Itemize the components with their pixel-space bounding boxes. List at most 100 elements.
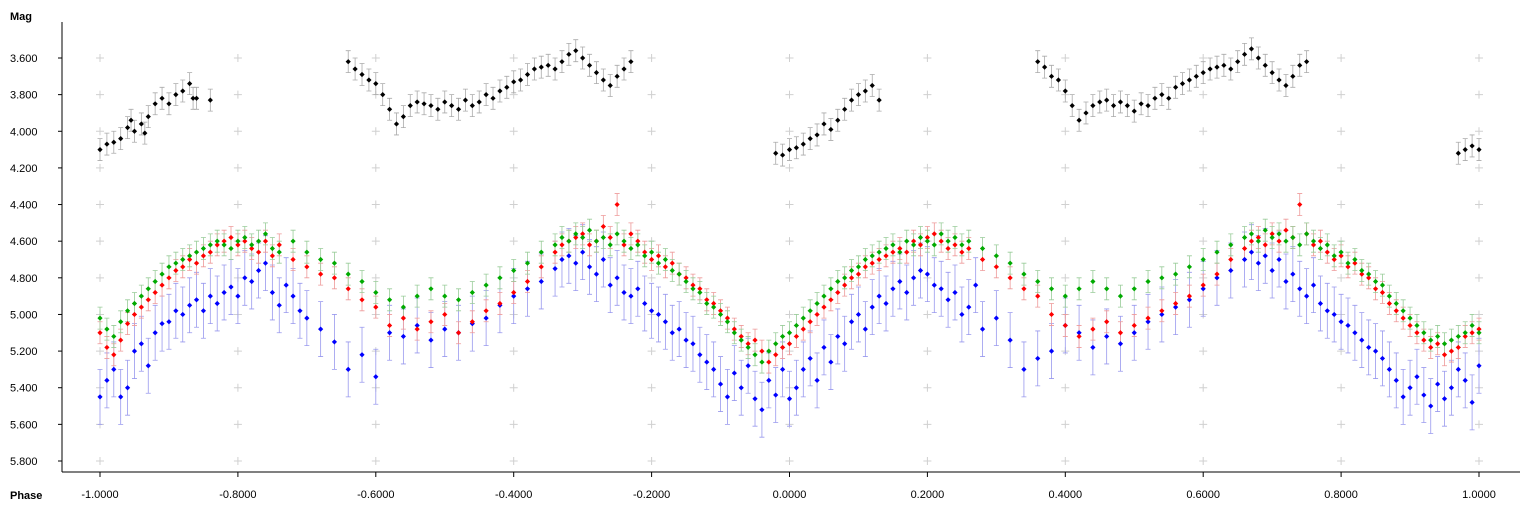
data-point-00aa00: [628, 245, 634, 252]
data-point-00aa00: [214, 238, 220, 244]
data-point-0000ff: [173, 308, 179, 314]
data-point-000000: [490, 95, 496, 101]
grid-plus-marker: [233, 383, 242, 392]
data-point-000000: [97, 146, 103, 153]
data-point-ff0000: [835, 289, 841, 296]
data-point-ff0000: [1035, 293, 1041, 299]
data-point-ff0000: [1366, 275, 1372, 281]
grid-plus-marker: [96, 457, 104, 465]
data-point-ff0000: [600, 223, 606, 230]
data-point-ff0000: [1310, 242, 1317, 248]
data-point-00aa00: [138, 293, 144, 299]
data-point-00aa00: [318, 256, 324, 263]
data-point-0000ff: [807, 355, 813, 362]
grid-plus-marker: [1199, 347, 1208, 356]
data-point-ff0000: [552, 249, 558, 255]
data-point-0000ff: [559, 256, 565, 263]
data-point-ff0000: [193, 260, 200, 266]
data-point-000000: [1110, 103, 1117, 109]
y-tick-label: 4.400: [10, 200, 38, 212]
grid-plus-marker: [1199, 457, 1208, 465]
data-point-000000: [1117, 99, 1124, 105]
data-point-ff0000: [1241, 245, 1248, 252]
data-point-000000: [869, 82, 875, 89]
grid-plus-marker: [96, 127, 104, 136]
data-point-000000: [421, 101, 427, 107]
data-point-000000: [497, 88, 503, 94]
data-point-0000ff: [1269, 267, 1275, 274]
data-point-ff0000: [111, 352, 117, 358]
data-point-000000: [1083, 110, 1089, 116]
data-point-0000ff: [524, 286, 531, 292]
data-point-0000ff: [1331, 311, 1337, 318]
data-point-00aa00: [1331, 253, 1337, 259]
data-point-000000: [190, 95, 196, 101]
data-point-ff0000: [1421, 337, 1427, 343]
data-point-00aa00: [428, 286, 434, 292]
data-point-00aa00: [593, 238, 600, 244]
data-point-ff0000: [242, 238, 248, 244]
grid-plus-marker: [923, 420, 932, 429]
grid-plus-marker: [923, 54, 932, 62]
data-point-0000ff: [262, 260, 269, 266]
grid-plus-marker: [1061, 163, 1070, 172]
data-point-ff0000: [945, 245, 951, 252]
data-point-000000: [483, 92, 489, 98]
data-point-0000ff: [1255, 260, 1261, 266]
data-point-ff0000: [442, 311, 448, 318]
data-point-ff0000: [662, 264, 668, 270]
data-point-ff0000: [373, 304, 379, 310]
data-point-00aa00: [621, 238, 627, 244]
grid-plus-marker: [509, 237, 518, 246]
data-point-00aa00: [697, 289, 703, 296]
x-tick-label: -0.6000: [357, 489, 394, 501]
x-tick-label: -0.8000: [219, 489, 256, 501]
data-point-0000ff: [1317, 300, 1324, 307]
data-point-0000ff: [304, 315, 310, 321]
grid-plus-marker: [785, 200, 794, 209]
data-point-0000ff: [152, 330, 158, 336]
data-point-000000: [1200, 70, 1206, 76]
data-point-0000ff: [959, 311, 965, 318]
data-point-000000: [1042, 64, 1048, 70]
data-point-000000: [1186, 77, 1193, 83]
axes: [58, 22, 1520, 477]
data-point-0000ff: [752, 396, 758, 402]
data-point-00aa00: [552, 242, 558, 248]
y-tick-label: 3.800: [10, 90, 38, 102]
data-point-000000: [131, 128, 138, 134]
data-point-0000ff: [1393, 377, 1399, 383]
data-point-00aa00: [97, 315, 103, 321]
data-point-00aa00: [945, 238, 951, 244]
data-point-ff0000: [842, 282, 848, 288]
data-point-000000: [621, 66, 627, 72]
data-point-00aa00: [228, 245, 234, 252]
data-point-ff0000: [904, 249, 910, 255]
data-point-00aa00: [159, 271, 165, 277]
data-point-00aa00: [1414, 322, 1420, 329]
data-point-00aa00: [848, 267, 855, 274]
data-point-0000ff: [400, 333, 406, 340]
data-point-ff0000: [862, 264, 868, 270]
data-point-000000: [1166, 95, 1172, 101]
data-point-000000: [111, 139, 117, 145]
data-point-ff0000: [200, 253, 207, 259]
data-point-ff0000: [1428, 344, 1434, 351]
data-point-00aa00: [1131, 286, 1137, 292]
data-point-000000: [407, 103, 413, 109]
data-point-00aa00: [1359, 267, 1365, 274]
data-point-0000ff: [414, 322, 420, 329]
y-tick-label: 4.600: [10, 236, 38, 248]
grid-plus-marker: [1199, 200, 1208, 209]
data-point-00aa00: [711, 304, 717, 310]
data-point-00aa00: [1048, 286, 1055, 292]
data-point-00aa00: [269, 245, 275, 252]
data-point-000000: [800, 141, 806, 147]
data-point-00aa00: [862, 256, 868, 263]
data-point-ff0000: [917, 242, 924, 248]
data-point-000000: [566, 51, 572, 57]
grid-plus-marker: [233, 200, 242, 209]
data-point-000000: [531, 66, 537, 72]
grid-plus-marker: [371, 54, 380, 62]
data-point-0000ff: [621, 289, 627, 296]
